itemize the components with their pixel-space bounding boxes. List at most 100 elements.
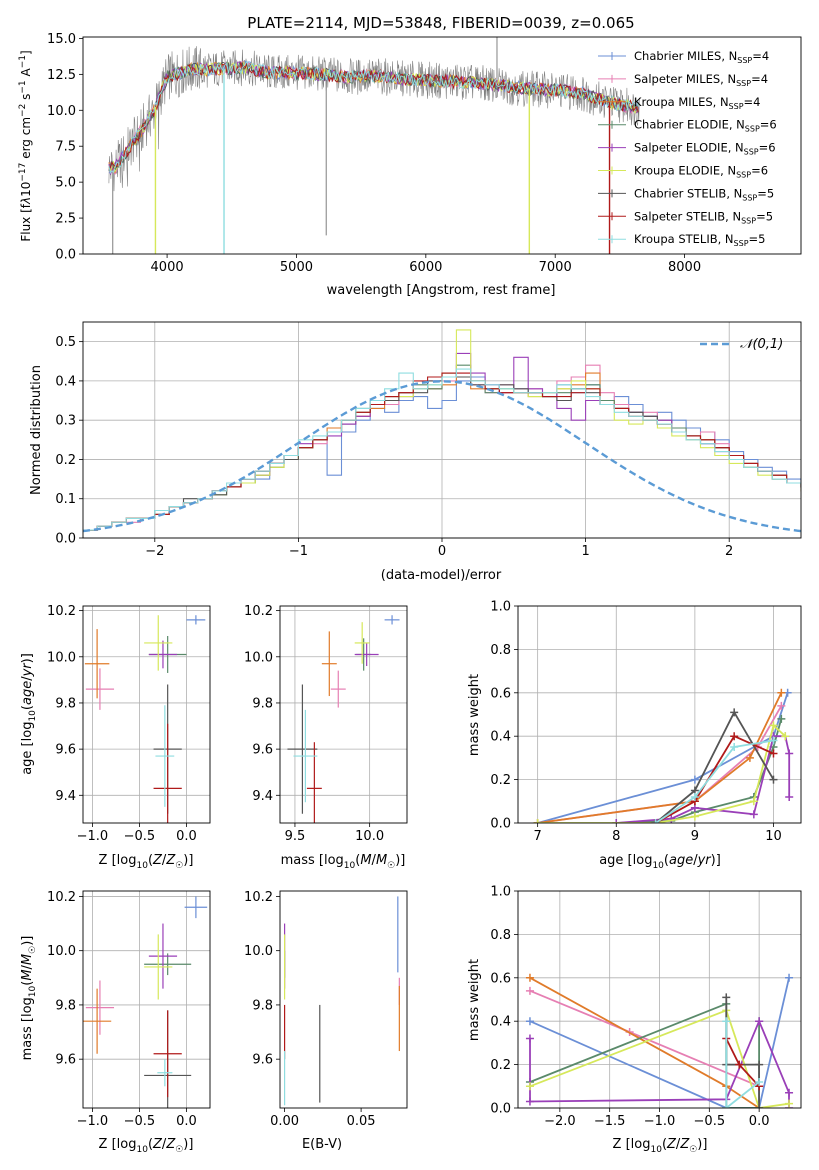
mw-z-y-tick-label: 0.4 (490, 1015, 511, 1030)
mw-age-x-tick-label: 9 (691, 829, 699, 844)
legend-label-kroupa-miles-n-ssp-4: Kroupa MILES, NSSP=4 (634, 95, 760, 111)
mw-age-y-tick-label: 0.4 (490, 730, 511, 745)
legend-label-chabrier-stelib-n-ssp-5: Chabrier STELIB, NSSP=5 (634, 186, 774, 202)
mass-ebv-y-tick-label: 9.8 (252, 998, 273, 1013)
mw-age-series-kroupa-elodie-marker (781, 732, 790, 741)
mw-age-frame (517, 605, 802, 824)
mass-z-x-tick-label: −1.0 (77, 1114, 109, 1129)
mw-age-series-salpeter-stelib-marker (730, 732, 739, 741)
spectrum-x-tick-label: 5000 (280, 260, 313, 275)
mw-age-series-kroupa-stelib-marker (730, 743, 739, 752)
mw-z-series-kroupa-elodie-marker (785, 1099, 794, 1108)
histogram-x-tick-label: 1 (581, 544, 589, 559)
age-z-y-tick-label: 10.0 (47, 650, 76, 665)
legend-label-salpeter-stelib-n-ssp-5: Salpeter STELIB, NSSP=5 (634, 209, 773, 225)
mw-age-y-tick-label: 0.2 (490, 773, 511, 788)
legend-label-chabrier-elodie-n-ssp-6: Chabrier ELODIE, NSSP=6 (634, 118, 777, 134)
mw-z-x-tick-label: 0.0 (749, 1114, 770, 1129)
spectrum-y-tick-label: 2.5 (55, 212, 76, 227)
mw-age-series-salpeter-stelib (655, 735, 774, 823)
mw-z-series-kroupa-miles-marker (525, 973, 534, 982)
spectrum-plot-area (108, 37, 640, 254)
mw-z-series-salpeter-miles (529, 989, 760, 1108)
age-mass-y-tick-label: 9.8 (252, 696, 273, 711)
mw-age-series-chabrier-stelib-marker (730, 708, 739, 717)
mw-age-series-salpeter-elodie-marker (785, 792, 794, 801)
mw-age-x-tick-label: 10 (765, 829, 782, 844)
normal-distribution-curve (83, 380, 801, 533)
mw-age-series-salpeter-elodie-marker (785, 749, 794, 758)
mass-z-y-tick-label: 10.2 (47, 890, 76, 905)
mass-ebv-x-tick-label: 0.05 (347, 1114, 376, 1129)
mw-age-series-salpeter-elodie-marker (612, 819, 621, 823)
mw-z-series-kroupa-elodie-marker (525, 1082, 534, 1091)
mw-age-series-chabrier-miles (537, 692, 789, 823)
age-mass-y-tick-label: 9.4 (252, 789, 273, 804)
mw-z-series-salpeter-elodie-marker (755, 1017, 764, 1026)
histogram-y-tick-label: 0.0 (55, 532, 76, 547)
mw-age-series-chabrier-miles-marker (690, 775, 699, 784)
mw-z-series-kroupa-stelib-marker (755, 1077, 764, 1086)
histogram-kroupa-miles (83, 372, 801, 531)
age-z-xlabel: Z [log10(Z/Z☉)] (99, 853, 194, 871)
histogram-frame (82, 321, 802, 539)
mass-ebv-y-tick-label: 10.2 (244, 890, 273, 905)
mass-ebv-x-tick-label: 0.00 (270, 1114, 299, 1129)
mass-z-y-tick-label: 9.8 (55, 998, 76, 1013)
mw-age-ylabel: mass weight (467, 674, 482, 756)
legend-label-kroupa-elodie-n-ssp-6: Kroupa ELODIE, NSSP=6 (634, 164, 768, 180)
age-z-y-tick-label: 9.4 (55, 789, 76, 804)
histogram-chabrier-stelib (83, 372, 801, 531)
mw-z-x-tick-label: −0.5 (694, 1114, 726, 1129)
mw-age-x-tick-label: 7 (534, 829, 542, 844)
spectrum-frame (82, 36, 802, 255)
spectrum-y-tick-label: 7.5 (55, 140, 76, 155)
mw-z-xlabel: Z [log10(Z/Z☉)] (613, 1137, 708, 1155)
mw-age-y-tick-label: 1.0 (490, 600, 511, 615)
histogram-kroupa-stelib (83, 368, 801, 531)
spectrum-panel: 4000 5000 6000 7000 8000 0.0 2.5 5.0 7.5 10.0 12.5… (47, 32, 802, 275)
mw-age-y-tick-label: 0.6 (490, 686, 511, 701)
mass-weight-vs-age-panel: 7 8 9 10 0.0 0.2 0.4 0.6 0.8 1.0 (490, 600, 802, 844)
mass-z-y-tick-label: 10.0 (47, 944, 76, 959)
mw-age-series-kroupa-miles-marker (745, 753, 754, 762)
age-mass-x-tick-label: 10.0 (355, 829, 384, 844)
mass-ebv-plot-area (283, 896, 400, 1106)
age-z-x-tick-label: −1.0 (77, 829, 109, 844)
mass-ebv-frame (279, 890, 408, 1109)
mw-z-series-salpeter-elodie-marker (525, 1034, 534, 1043)
mw-age-series-kroupa-elodie-marker (690, 812, 699, 821)
mw-age-xlabel: age [log10(age/yr)] (599, 853, 721, 871)
mw-age-plot-area (533, 688, 794, 823)
histogram-y-tick-label: 0.1 (55, 492, 76, 507)
mw-age-series-kroupa-miles (537, 692, 783, 823)
mass-z-x-tick-label: −0.5 (124, 1114, 156, 1129)
age-mass-xlabel: mass [log10(M/M☉)] (281, 853, 406, 871)
mw-age-series-kroupa-elodie-marker (533, 819, 542, 823)
spectrum-x-tick-label: 7000 (539, 260, 572, 275)
mw-age-series-kroupa-stelib-marker (769, 736, 778, 745)
spectrum-y-tick-label: 0.0 (55, 248, 76, 263)
histogram-x-tick-label: 0 (438, 544, 446, 559)
mass-z-y-tick-label: 9.6 (55, 1053, 76, 1068)
mw-z-series-chabrier-stelib-marker (755, 1104, 764, 1108)
spectrum-y-tick-label: 12.5 (47, 68, 76, 83)
mass-ebv-y-tick-label: 9.6 (252, 1053, 273, 1068)
mass-z-frame (82, 890, 211, 1109)
mw-z-series-chabrier-miles (529, 977, 790, 1108)
mw-age-series-chabrier-stelib-marker (769, 775, 778, 784)
mw-age-series-chabrier-stelib (655, 710, 775, 823)
age-vs-metallicity-panel: −1.0 −0.5 0.0 9.4 9.6 9.8 10.0 10.2 (47, 604, 211, 844)
age-z-y-tick-label: 9.6 (55, 743, 76, 758)
legend-label-kroupa-stelib-n-ssp-5: Kroupa STELIB, NSSP=5 (634, 232, 765, 248)
histogram-x-tick-label: 2 (725, 544, 733, 559)
mw-z-series-chabrier-miles-marker (525, 1017, 534, 1026)
mw-age-series-salpeter-stelib-marker (769, 749, 778, 758)
mw-age-x-tick-label: 8 (612, 829, 620, 844)
mass-ylabel: mass [log10(M/M☉)] (20, 936, 38, 1061)
mw-age-series-salpeter-elodie-marker (749, 810, 758, 819)
age-mass-plot-area (287, 615, 400, 823)
histogram-y-tick-label: 0.2 (55, 453, 76, 468)
mw-age-series-salpeter-miles-marker (777, 701, 786, 710)
